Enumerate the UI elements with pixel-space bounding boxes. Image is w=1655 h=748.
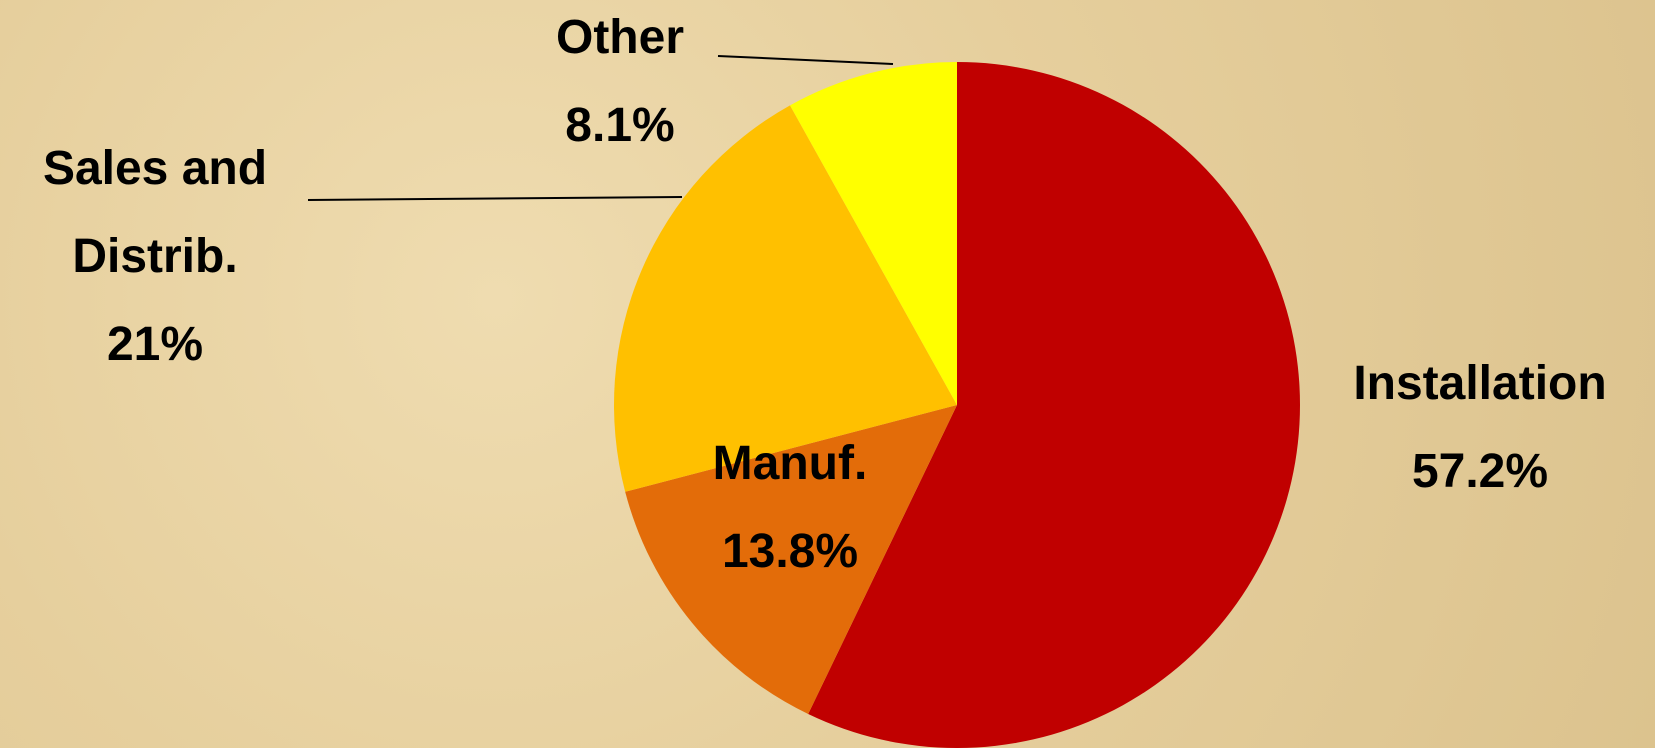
value-label: 8.1% <box>565 99 675 152</box>
category-label: Manuf. <box>712 437 868 490</box>
value-label: 21% <box>106 318 204 371</box>
pie-slice <box>625 405 957 715</box>
slice-label: Manuf. 13.8% <box>640 420 940 596</box>
slice-label: Installation 57.2% <box>1310 340 1650 516</box>
slices <box>614 62 1300 748</box>
slice-label: Other 8.1% <box>490 0 750 170</box>
pie-slice <box>790 62 957 405</box>
category-label: Sales and Distrib. <box>42 142 268 283</box>
leader-line <box>307 196 683 201</box>
category-label: Installation <box>1353 357 1607 410</box>
category-label: Other <box>555 11 684 64</box>
leader-line <box>717 55 894 65</box>
value-label: 13.8% <box>721 525 859 578</box>
pie-slice <box>808 62 1300 748</box>
value-label: 57.2% <box>1411 445 1549 498</box>
pie-slice <box>614 105 957 492</box>
slice-label: Sales and Distrib. 21% <box>5 125 305 389</box>
